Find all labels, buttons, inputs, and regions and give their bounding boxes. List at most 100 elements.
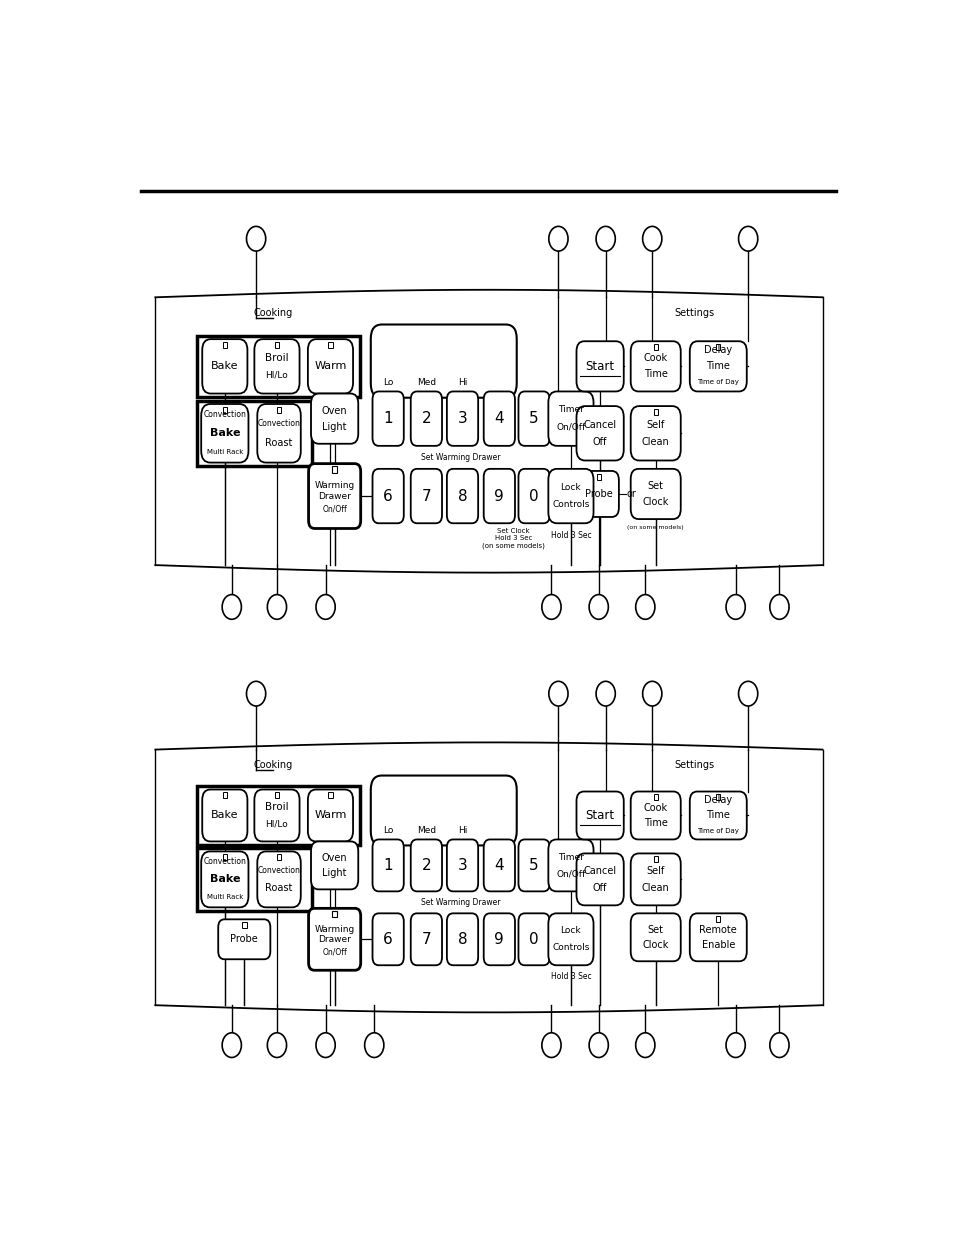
Text: Set: Set xyxy=(647,925,663,935)
Circle shape xyxy=(725,594,744,619)
FancyBboxPatch shape xyxy=(311,841,358,889)
Text: Settings: Settings xyxy=(673,760,713,769)
FancyBboxPatch shape xyxy=(411,391,441,446)
FancyBboxPatch shape xyxy=(308,340,353,394)
FancyBboxPatch shape xyxy=(548,914,593,966)
Text: Cook: Cook xyxy=(643,353,667,363)
FancyBboxPatch shape xyxy=(446,914,477,966)
Text: Hi: Hi xyxy=(457,378,467,388)
FancyBboxPatch shape xyxy=(372,840,403,892)
FancyBboxPatch shape xyxy=(517,469,549,524)
Text: On/Off: On/Off xyxy=(322,947,347,957)
Text: 5: 5 xyxy=(529,858,538,873)
Bar xyxy=(197,787,360,845)
Text: 1: 1 xyxy=(383,858,393,873)
Text: Off: Off xyxy=(593,437,607,447)
Text: Light: Light xyxy=(322,868,347,878)
Text: Drawer: Drawer xyxy=(318,935,351,944)
FancyBboxPatch shape xyxy=(578,471,618,517)
Text: Time of Day: Time of Day xyxy=(697,379,739,385)
Bar xyxy=(596,474,600,479)
Text: Lo: Lo xyxy=(382,826,393,835)
Text: Remote: Remote xyxy=(699,925,737,935)
FancyBboxPatch shape xyxy=(411,914,441,966)
FancyBboxPatch shape xyxy=(483,469,515,524)
Text: 5: 5 xyxy=(529,411,538,426)
Text: 2: 2 xyxy=(421,411,431,426)
Circle shape xyxy=(541,1032,560,1057)
Circle shape xyxy=(738,682,757,706)
Bar xyxy=(328,793,333,798)
Text: Cooking: Cooking xyxy=(253,760,293,769)
FancyBboxPatch shape xyxy=(446,840,477,892)
Bar xyxy=(274,793,279,798)
Text: Oven: Oven xyxy=(321,405,347,416)
Bar xyxy=(716,794,720,800)
Text: Warming: Warming xyxy=(314,925,355,934)
FancyBboxPatch shape xyxy=(372,914,403,966)
Text: Convection: Convection xyxy=(257,420,300,429)
Bar xyxy=(242,923,246,927)
Text: 2: 2 xyxy=(421,858,431,873)
FancyBboxPatch shape xyxy=(576,853,623,905)
Text: Light: Light xyxy=(322,421,347,432)
FancyBboxPatch shape xyxy=(254,340,299,394)
FancyBboxPatch shape xyxy=(372,469,403,524)
FancyBboxPatch shape xyxy=(630,853,680,905)
Text: Lo: Lo xyxy=(382,378,393,388)
Circle shape xyxy=(548,682,567,706)
Text: Start: Start xyxy=(585,809,614,823)
FancyBboxPatch shape xyxy=(446,391,477,446)
Bar xyxy=(197,400,312,466)
Text: 7: 7 xyxy=(421,489,431,504)
FancyBboxPatch shape xyxy=(257,851,300,908)
Text: Convection: Convection xyxy=(257,866,300,874)
Bar xyxy=(653,409,658,415)
Text: Med: Med xyxy=(416,826,436,835)
Text: 8: 8 xyxy=(457,489,467,504)
FancyBboxPatch shape xyxy=(576,341,623,391)
FancyBboxPatch shape xyxy=(446,469,477,524)
Circle shape xyxy=(589,594,608,619)
Text: Drawer: Drawer xyxy=(318,492,351,500)
FancyBboxPatch shape xyxy=(548,469,593,524)
Circle shape xyxy=(769,1032,788,1057)
Text: Timer: Timer xyxy=(558,405,583,415)
FancyBboxPatch shape xyxy=(371,325,517,398)
Text: Hold 3 Sec: Hold 3 Sec xyxy=(550,531,591,540)
FancyBboxPatch shape xyxy=(202,789,247,841)
FancyBboxPatch shape xyxy=(630,406,680,461)
Bar xyxy=(274,342,279,348)
FancyBboxPatch shape xyxy=(689,341,746,391)
Text: 4: 4 xyxy=(494,858,503,873)
Text: Delay: Delay xyxy=(703,795,732,805)
Text: Oven: Oven xyxy=(321,852,347,863)
Text: Warming: Warming xyxy=(314,482,355,490)
Text: Set: Set xyxy=(647,480,663,492)
Bar xyxy=(653,345,658,350)
Circle shape xyxy=(222,594,241,619)
Text: Hi: Hi xyxy=(457,826,467,835)
Text: Clean: Clean xyxy=(641,883,669,893)
Text: On/Off: On/Off xyxy=(322,505,347,514)
Bar xyxy=(222,342,227,348)
Text: Cook: Cook xyxy=(643,803,667,813)
Text: 4: 4 xyxy=(494,411,503,426)
Text: Time: Time xyxy=(643,818,667,829)
Text: HI/Lo: HI/Lo xyxy=(265,819,288,829)
Bar xyxy=(222,793,227,798)
Text: 0: 0 xyxy=(529,489,538,504)
Text: Time of Day: Time of Day xyxy=(697,827,739,834)
Text: Self: Self xyxy=(646,866,664,876)
Bar xyxy=(222,406,227,412)
Text: Bake: Bake xyxy=(211,362,238,372)
Text: 0: 0 xyxy=(529,931,538,947)
Text: Lock: Lock xyxy=(560,483,580,492)
Text: Probe: Probe xyxy=(584,489,612,499)
Text: Hold 3 Sec: Hold 3 Sec xyxy=(550,972,591,982)
FancyBboxPatch shape xyxy=(548,840,593,892)
Text: Clean: Clean xyxy=(641,437,669,447)
FancyBboxPatch shape xyxy=(254,789,299,841)
FancyBboxPatch shape xyxy=(411,469,441,524)
Text: Broil: Broil xyxy=(265,353,289,363)
